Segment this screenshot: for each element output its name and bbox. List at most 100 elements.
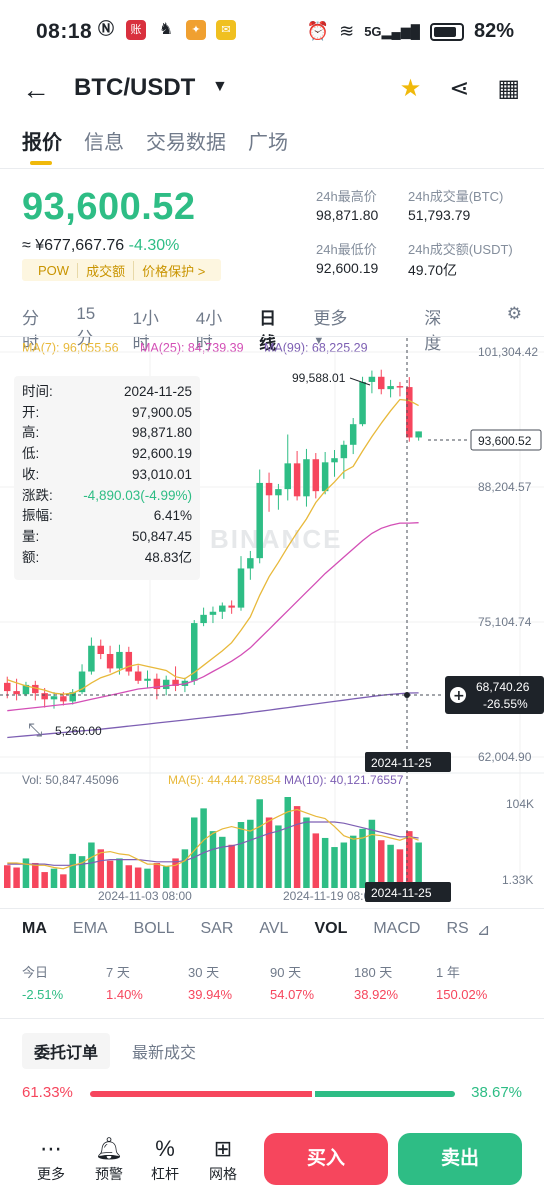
tab-order-book[interactable]: 委托订单 [22, 1033, 111, 1069]
candle-body [32, 684, 39, 694]
interval-more[interactable]: 更多 ▼ [313, 304, 402, 354]
interval-4h[interactable]: 4小时 [195, 309, 223, 353]
candle-body [275, 489, 282, 496]
more-button[interactable]: ⋯ 更多 [26, 1136, 76, 1184]
period-value: 150.02% [436, 987, 488, 1002]
candle-body [265, 482, 273, 496]
volume-bar [209, 831, 217, 888]
pair-title[interactable]: BTC/USDT [74, 74, 196, 101]
indicator-rs[interactable]: RS [446, 920, 469, 937]
period-item: 1 年 150.02% [436, 962, 487, 1002]
interval-depth[interactable]: 深度 [424, 309, 442, 353]
volume-bar [69, 853, 76, 888]
tooltip-row: 时间: 2024-11-25 [22, 382, 192, 403]
crosshair-dot [404, 692, 410, 698]
candle-body [88, 645, 95, 672]
tooltip-value: 2024-11-25 [123, 384, 192, 399]
interval-timeline[interactable]: 分时 [22, 309, 39, 353]
tab-quote[interactable]: 报价 [22, 126, 62, 165]
period-value: 54.07% [270, 987, 315, 1002]
battery-icon [429, 22, 464, 41]
add-order-icon [450, 687, 466, 703]
percent-icon: % [155, 1136, 175, 1161]
caret-down-icon[interactable]: ▼ [212, 78, 228, 95]
buy-ratio-bar [90, 1091, 312, 1097]
volume-bar [32, 862, 39, 888]
candle-body [41, 693, 48, 700]
indicator-ma[interactable]: MA [22, 920, 47, 937]
chart-settings-icon[interactable]: ⚙ [506, 304, 522, 323]
candle-body [13, 691, 20, 695]
volume-bar [144, 868, 151, 888]
interval-15m[interactable]: 15分 [76, 304, 96, 348]
back-arrow-icon[interactable]: ← [22, 74, 50, 105]
buy-ratio: 61.33% [22, 1084, 73, 1101]
candle-body [50, 696, 58, 700]
candle-body [125, 651, 133, 672]
tooltip-value: 93,010.01 [131, 466, 192, 482]
candle-body [331, 458, 338, 463]
tooltip-row: 低: 92,600.19 [22, 444, 192, 465]
app-notification-icon: ✦ [186, 20, 206, 40]
pill-pow[interactable]: POW [30, 262, 79, 278]
indicator-boll[interactable]: BOLL [133, 920, 175, 937]
tab-info[interactable]: 信息 [84, 132, 124, 154]
tooltip-row: 振幅: 6.41% [22, 506, 192, 527]
indicator-vol[interactable]: VOL [314, 920, 348, 937]
indicator-settings-icon[interactable]: ⊿ [476, 922, 491, 939]
y-tick-label: 101,304.42 [478, 345, 538, 359]
grid-button[interactable]: ⊞ 网格 [198, 1136, 248, 1184]
tab-latest-trades[interactable]: 最新成交 [132, 1045, 197, 1062]
tooltip-row: 涨跌: -4,890.03(-4.99%) [22, 486, 192, 507]
divider [0, 1018, 544, 1019]
candle-body [209, 611, 217, 615]
volume-bar [219, 836, 226, 888]
candle-body [293, 463, 301, 497]
indicator-avl[interactable]: AVL [259, 920, 289, 937]
buy-button[interactable]: 买入 [264, 1133, 388, 1185]
alert-button[interactable]: 🔔︎ 预警 [84, 1136, 134, 1184]
candle-body [78, 671, 86, 693]
candles [4, 369, 422, 709]
sell-ratio-bar [315, 1091, 455, 1097]
volume-bar [97, 849, 104, 888]
ma7-line [7, 398, 419, 695]
indicator-ema[interactable]: EMA [72, 920, 108, 937]
tooltip-row: 高: 98,871.80 [22, 423, 192, 444]
candlestick-chart[interactable]: BINANCE 101,304.42 88,204.57 75,104.74 62,0… [0, 338, 544, 908]
pill-turnover[interactable]: 成交额 [78, 260, 135, 280]
interval-1h[interactable]: 1小时 [132, 309, 159, 353]
tab-trading-data[interactable]: 交易数据 [146, 132, 226, 154]
vol_ma5-line [7, 808, 419, 870]
high-marker: 99,588.01 [292, 371, 346, 385]
volume-bar [41, 872, 48, 888]
period-value: 38.92% [354, 987, 399, 1002]
volume-bar [50, 868, 58, 888]
indicator-macd[interactable]: MACD [373, 920, 421, 937]
divider [0, 908, 544, 909]
share-icon[interactable]: ⋖ [449, 75, 470, 102]
candle-body [312, 459, 320, 492]
tooltip-key: 量: [22, 528, 40, 544]
tab-square[interactable]: 广场 [248, 132, 288, 154]
ma-lines [7, 398, 419, 739]
volume-bar [415, 842, 422, 888]
sell-button[interactable]: 卖出 [398, 1133, 522, 1185]
candle-body [303, 459, 310, 497]
volume-ma-lines [7, 808, 419, 870]
tooltip-key: 涨跌: [22, 487, 53, 503]
volume-bar [228, 844, 235, 888]
tooltip-row: 额: 48.83亿 [22, 548, 192, 569]
interval-1d[interactable]: 日线 [259, 309, 277, 353]
interval-more-label: 更多 [313, 309, 348, 328]
leverage-button[interactable]: % 杠杆 [140, 1136, 190, 1184]
mail-icon: ✉ [216, 20, 236, 40]
high-label: 24h最高价 [316, 189, 377, 204]
candle-body [396, 386, 404, 388]
favorite-star-icon[interactable]: ★ [399, 75, 422, 102]
grid-layout-icon[interactable]: ▦ [497, 75, 520, 102]
pill-price-protect[interactable]: 价格保护 > [142, 263, 206, 279]
indicator-sar[interactable]: SAR [200, 920, 234, 937]
candle-body [4, 682, 11, 692]
volume-bar [162, 866, 170, 888]
